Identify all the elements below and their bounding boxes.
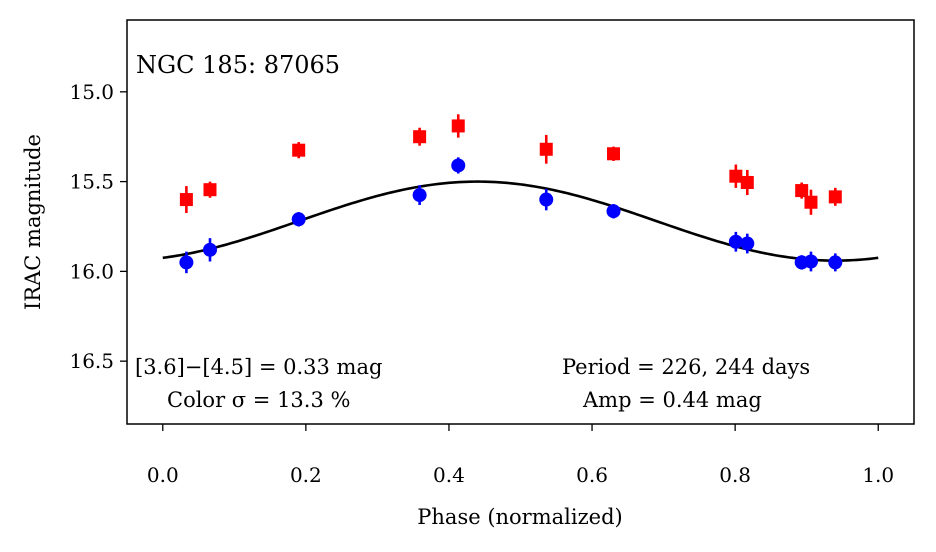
blue-circle-point xyxy=(412,188,427,203)
red-square-point xyxy=(795,184,809,198)
x-tick-label: 0.8 xyxy=(719,463,751,487)
x-tick-label: 0.6 xyxy=(576,463,608,487)
red-square-point xyxy=(292,143,306,157)
y-axis: 15.0 15.5 16.0 16.5 xyxy=(69,80,127,373)
x-tick-label: 1.0 xyxy=(862,463,894,487)
plot-area xyxy=(162,114,879,274)
x-tick-label: 0.4 xyxy=(433,463,465,487)
chart-title: NGC 185: 87065 xyxy=(136,51,340,79)
period-annotation: Period = 226, 244 days xyxy=(562,355,810,379)
red-square-point xyxy=(413,130,427,144)
x-tick-label: 0.2 xyxy=(290,463,322,487)
y-tick-label: 15.0 xyxy=(69,80,114,104)
x-axis: 0.0 0.2 0.4 0.6 0.8 1.0 xyxy=(147,424,894,487)
x-tick-label: 0.0 xyxy=(147,463,179,487)
blue-circle-point xyxy=(539,192,554,207)
color-sigma-annotation: Color σ = 13.3 % xyxy=(167,388,350,412)
y-tick-label: 15.5 xyxy=(69,170,114,194)
series-red-squares xyxy=(179,114,842,215)
red-square-point xyxy=(740,175,754,189)
blue-circle-point xyxy=(291,212,306,227)
x-axis-label: Phase (normalized) xyxy=(417,505,622,529)
series-blue-circles xyxy=(179,157,843,274)
red-square-point xyxy=(179,193,193,207)
red-square-point xyxy=(804,195,818,209)
red-square-point xyxy=(607,147,621,161)
y-axis-label: IRAC magnitude xyxy=(21,134,45,310)
blue-circle-point xyxy=(202,242,217,257)
blue-circle-point xyxy=(728,234,743,249)
red-square-point xyxy=(451,119,465,133)
blue-circle-point xyxy=(740,236,755,251)
color-annotation: [3.6]−[4.5] = 0.33 mag xyxy=(135,355,382,379)
red-square-point xyxy=(539,142,553,156)
y-tick-label: 16.0 xyxy=(69,259,114,283)
blue-circle-point xyxy=(803,254,818,269)
y-tick-label: 16.5 xyxy=(69,349,114,373)
blue-circle-point xyxy=(828,255,843,270)
fit-curve xyxy=(162,180,879,262)
red-square-point xyxy=(729,169,743,183)
blue-circle-point xyxy=(179,255,194,270)
amplitude-annotation: Amp = 0.44 mag xyxy=(582,388,762,412)
blue-circle-point xyxy=(606,204,621,219)
red-square-point xyxy=(828,190,842,204)
axes-frame xyxy=(126,19,915,425)
blue-circle-point xyxy=(451,158,466,173)
red-square-point xyxy=(203,183,217,197)
